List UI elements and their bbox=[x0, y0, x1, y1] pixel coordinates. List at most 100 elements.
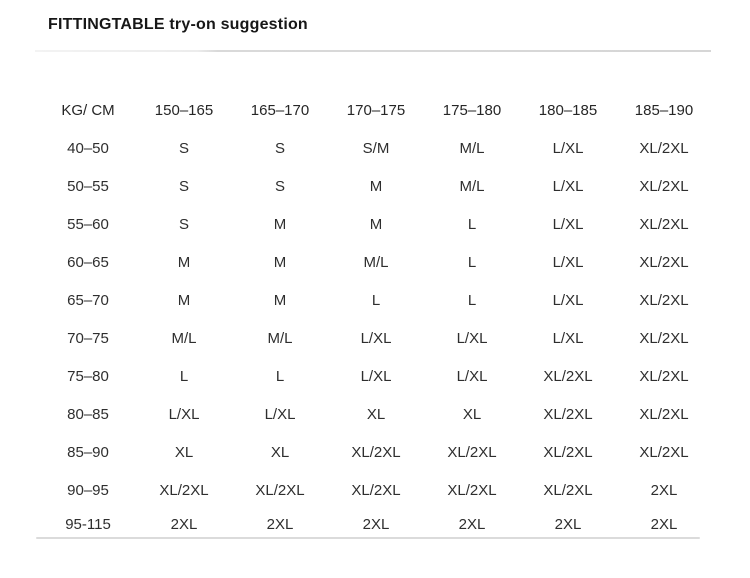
size-cell: XL/2XL bbox=[351, 481, 401, 499]
size-cell: M bbox=[273, 253, 287, 271]
table-row: 40–50 S S S/M M/L L/XL XL/2XL bbox=[40, 129, 712, 167]
size-cell: 2XL bbox=[554, 515, 582, 533]
table-header-row: KG/ CM 150–165 165–170 170–175 175–180 180–1… bbox=[40, 91, 712, 129]
size-cell: L/XL bbox=[552, 177, 584, 195]
size-cell: XL/2XL bbox=[639, 367, 689, 385]
size-cell: 2XL bbox=[458, 515, 486, 533]
size-cell: S bbox=[274, 177, 285, 195]
size-cell: M bbox=[177, 253, 191, 271]
size-cell: XL/2XL bbox=[447, 443, 497, 461]
size-cell: XL/2XL bbox=[639, 177, 689, 195]
size-cell: M/L bbox=[459, 177, 485, 195]
weight-range-label: 60–65 bbox=[67, 253, 109, 271]
size-cell: XL/2XL bbox=[639, 139, 689, 157]
size-cell: L/XL bbox=[456, 329, 488, 347]
column-header: 170–175 bbox=[346, 101, 406, 119]
size-cell: L/XL bbox=[552, 215, 584, 233]
bottom-divider bbox=[36, 537, 700, 539]
size-cell: XL/2XL bbox=[543, 481, 593, 499]
table-row: 75–80 L L L/XL L/XL XL/2XL XL/2XL bbox=[40, 357, 712, 395]
title-divider bbox=[35, 50, 711, 52]
size-cell: XL/2XL bbox=[351, 443, 401, 461]
size-cell: XL/2XL bbox=[159, 481, 209, 499]
size-cell: XL/2XL bbox=[639, 215, 689, 233]
size-cell: L/XL bbox=[552, 291, 584, 309]
size-cell: S/M bbox=[362, 139, 390, 157]
column-header: 180–185 bbox=[538, 101, 598, 119]
size-cell: XL bbox=[462, 405, 482, 423]
size-cell: XL/2XL bbox=[639, 405, 689, 423]
weight-range-label: 55–60 bbox=[67, 215, 109, 233]
size-cell: S bbox=[178, 215, 189, 233]
table-row: 85–90 XL XL XL/2XL XL/2XL XL/2XL XL/2XL bbox=[40, 433, 712, 471]
weight-range-label: 95-115 bbox=[65, 515, 111, 533]
size-cell: XL/2XL bbox=[447, 481, 497, 499]
weight-range-label: 70–75 bbox=[67, 329, 109, 347]
size-cell: 2XL bbox=[650, 515, 678, 533]
size-table: KG/ CM 150–165 165–170 170–175 175–180 180–1… bbox=[40, 91, 712, 539]
weight-range-label: 90–95 bbox=[67, 481, 109, 499]
size-cell: 2XL bbox=[362, 515, 390, 533]
size-cell: L bbox=[467, 253, 477, 271]
size-cell: L/XL bbox=[360, 367, 392, 385]
size-cell: S bbox=[178, 139, 189, 157]
size-cell: L/XL bbox=[168, 405, 200, 423]
size-cell: M bbox=[177, 291, 191, 309]
size-cell: XL bbox=[174, 443, 194, 461]
column-header: 185–190 bbox=[634, 101, 694, 119]
size-cell: XL bbox=[366, 405, 386, 423]
size-cell: M/L bbox=[267, 329, 293, 347]
size-cell: XL bbox=[270, 443, 290, 461]
corner-header-kg-cm: KG/ CM bbox=[61, 101, 115, 119]
page-title: FITTINGTABLE try-on suggestion bbox=[48, 16, 308, 33]
size-cell: XL/2XL bbox=[543, 405, 593, 423]
weight-range-label: 80–85 bbox=[67, 405, 109, 423]
table-row: 55–60 S M M L L/XL XL/2XL bbox=[40, 205, 712, 243]
size-cell: M/L bbox=[363, 253, 389, 271]
size-cell: 2XL bbox=[650, 481, 678, 499]
size-cell: L/XL bbox=[552, 329, 584, 347]
weight-range-label: 50–55 bbox=[67, 177, 109, 195]
size-cell: M/L bbox=[171, 329, 197, 347]
size-cell: L/XL bbox=[360, 329, 392, 347]
size-cell: XL/2XL bbox=[639, 253, 689, 271]
size-cell: L bbox=[467, 291, 477, 309]
table-row: 80–85 L/XL L/XL XL XL XL/2XL XL/2XL bbox=[40, 395, 712, 433]
size-cell: M bbox=[273, 291, 287, 309]
table-row: 60–65 M M M/L L L/XL XL/2XL bbox=[40, 243, 712, 281]
size-cell: XL/2XL bbox=[639, 291, 689, 309]
table-row: 95-115 2XL 2XL 2XL 2XL 2XL 2XL bbox=[40, 509, 712, 539]
weight-range-label: 65–70 bbox=[67, 291, 109, 309]
size-cell: 2XL bbox=[170, 515, 198, 533]
size-cell: XL/2XL bbox=[543, 367, 593, 385]
size-cell: L/XL bbox=[552, 253, 584, 271]
size-cell: M bbox=[369, 177, 383, 195]
size-cell: L bbox=[179, 367, 189, 385]
table-row: 50–55 S S M M/L L/XL XL/2XL bbox=[40, 167, 712, 205]
size-cell: XL/2XL bbox=[543, 443, 593, 461]
size-cell: L bbox=[275, 367, 285, 385]
table-row: 90–95 XL/2XL XL/2XL XL/2XL XL/2XL XL/2XL 2XL bbox=[40, 471, 712, 509]
size-cell: L/XL bbox=[552, 139, 584, 157]
weight-range-label: 40–50 bbox=[67, 139, 109, 157]
size-cell: S bbox=[178, 177, 189, 195]
size-cell: L/XL bbox=[456, 367, 488, 385]
size-cell: M/L bbox=[459, 139, 485, 157]
size-cell: L/XL bbox=[264, 405, 296, 423]
column-header: 175–180 bbox=[442, 101, 502, 119]
column-header: 150–165 bbox=[154, 101, 214, 119]
size-cell: L bbox=[467, 215, 477, 233]
size-cell: M bbox=[369, 215, 383, 233]
size-cell: S bbox=[274, 139, 285, 157]
size-cell: XL/2XL bbox=[639, 443, 689, 461]
weight-range-label: 85–90 bbox=[67, 443, 109, 461]
table-row: 70–75 M/L M/L L/XL L/XL L/XL XL/2XL bbox=[40, 319, 712, 357]
size-cell: L bbox=[371, 291, 381, 309]
table-row: 65–70 M M L L L/XL XL/2XL bbox=[40, 281, 712, 319]
size-cell: XL/2XL bbox=[255, 481, 305, 499]
weight-range-label: 75–80 bbox=[67, 367, 109, 385]
size-cell: 2XL bbox=[266, 515, 294, 533]
column-header: 165–170 bbox=[250, 101, 310, 119]
size-cell: M bbox=[273, 215, 287, 233]
size-cell: XL/2XL bbox=[639, 329, 689, 347]
